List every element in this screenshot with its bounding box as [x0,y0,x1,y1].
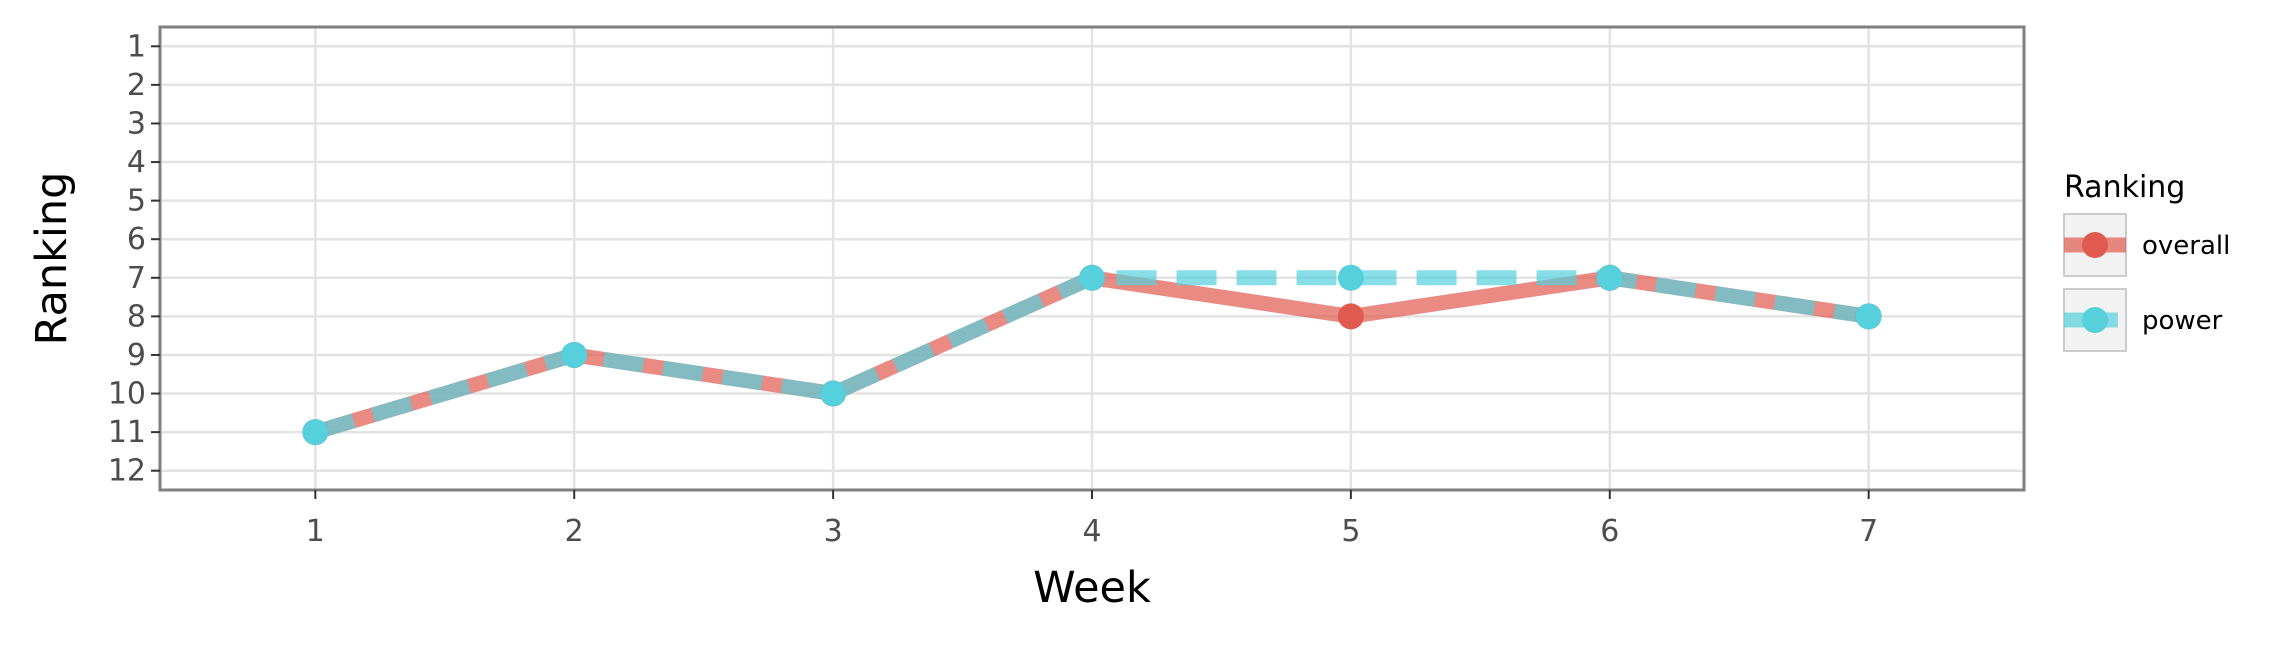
point-power [820,380,847,407]
point-power [561,341,588,368]
y-tick-label: 3 [127,106,146,141]
point-power [1855,303,1882,330]
y-tick-label: 12 [108,454,146,489]
legend-items: overall power [2063,213,2230,352]
legend: Ranking overall power [2063,170,2230,352]
point-power [1596,264,1623,291]
point-power [302,419,329,446]
x-tick-label: 1 [306,514,325,549]
y-tick-label: 9 [127,338,146,373]
y-axis-title: Ranking [27,172,77,346]
series-points [302,264,1882,446]
x-tick-label: 4 [1082,514,1101,549]
y-tick-label: 8 [127,299,146,334]
legend-item-overall: overall [2063,213,2230,277]
legend-key-point [2082,307,2108,333]
point-power [1079,264,1105,291]
legend-label-overall: overall [2142,231,2230,261]
y-tick-label: 7 [127,261,146,296]
y-tick-label: 11 [108,415,146,450]
legend-title: Ranking [2064,170,2185,205]
legend-key-point [2082,232,2108,258]
y-tick-label: 4 [127,145,146,180]
y-tick-label: 5 [127,184,146,219]
x-tick-label: 7 [1859,514,1878,549]
y-tick-label: 6 [127,222,146,257]
y-tick-label: 10 [108,377,146,412]
x-tick-label: 3 [824,514,843,549]
x-tick-label: 5 [1341,514,1360,549]
legend-item-power: power [2063,288,2223,352]
y-tick-label: 1 [127,29,146,64]
y-tick-label: 2 [127,68,146,103]
point-power [1337,264,1364,291]
x-tick-label: 6 [1600,514,1619,549]
x-axis-title: Week [1033,563,1151,613]
point-overall [1337,303,1364,330]
legend-label-power: power [2142,306,2223,336]
x-tick-label: 2 [565,514,584,549]
